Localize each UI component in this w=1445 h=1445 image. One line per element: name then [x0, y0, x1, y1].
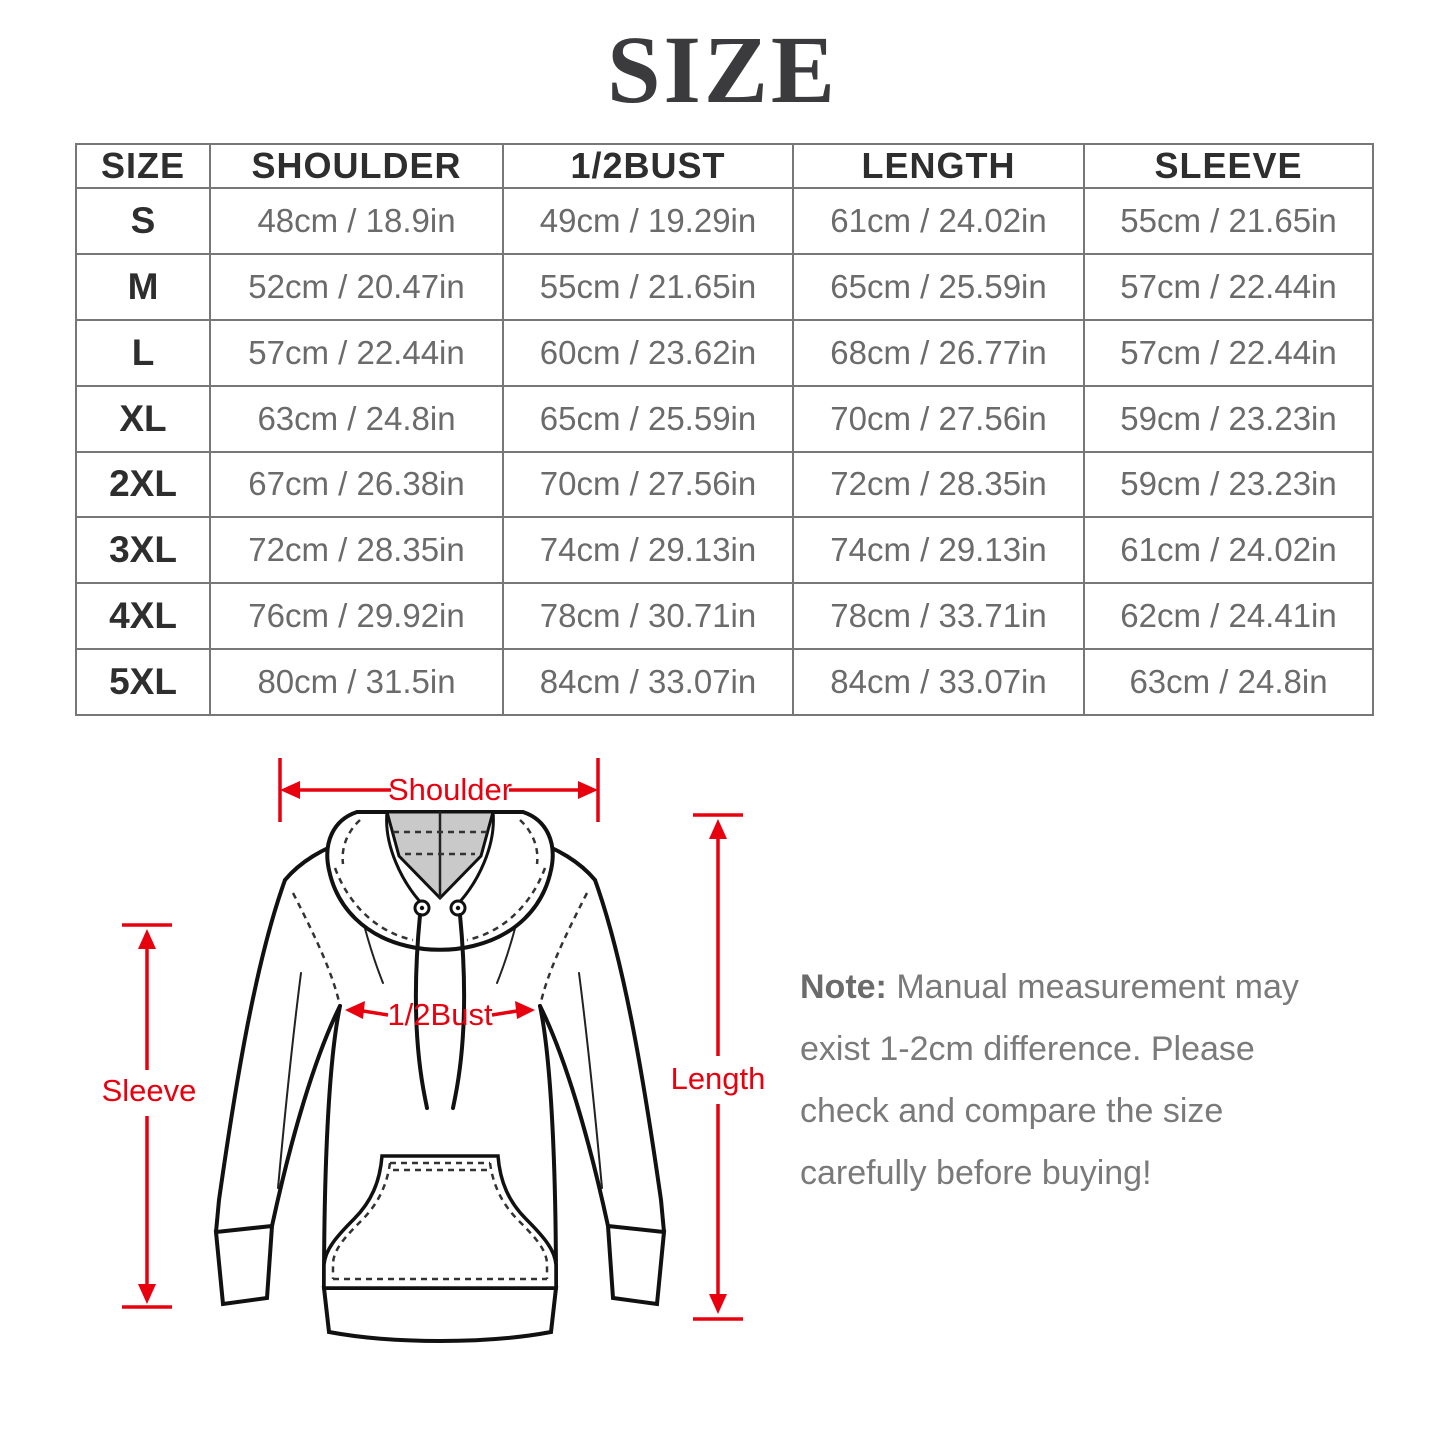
sleeve-label: Sleeve [102, 1073, 197, 1108]
col-header-shoulder: SHOULDER [209, 143, 504, 189]
shoulder-cell: 67cm / 26.38in [209, 450, 504, 519]
size-table-header-row: SIZE SHOULDER 1/2BUST LENGTH SLEEVE [75, 143, 1374, 189]
drawstring-left [413, 913, 429, 1110]
size-cell: 3XL [75, 516, 211, 585]
table-row: 4XL 76cm / 29.92in 78cm / 30.71in 78cm /… [75, 582, 1374, 651]
length-cell: 65cm / 25.59in [792, 252, 1085, 321]
dimension-annotations: Shoulder 1/2Bust Sleeve Length [102, 758, 766, 1321]
shoulder-dimension-arrow: Shoulder [278, 758, 600, 822]
sleeve-dimension-arrow: Sleeve [102, 923, 197, 1309]
halfbust-cell: 78cm / 30.71in [502, 582, 794, 651]
length-cell: 84cm / 33.07in [792, 648, 1085, 716]
note-line: carefully before buying! [800, 1154, 1152, 1192]
shoulder-cell: 48cm / 18.9in [209, 187, 504, 255]
length-cell: 61cm / 24.02in [792, 187, 1085, 255]
shoulder-cell: 63cm / 24.8in [209, 384, 504, 453]
halfbust-cell: 74cm / 29.13in [502, 516, 794, 585]
shoulder-cell: 76cm / 29.92in [209, 582, 504, 651]
sleeve-cell: 55cm / 21.65in [1083, 187, 1374, 255]
shoulder-cell: 52cm / 20.47in [209, 252, 504, 321]
table-row: 5XL 80cm / 31.5in 84cm / 33.07in 84cm / … [75, 648, 1374, 716]
hoodie-measurement-diagram: Shoulder 1/2Bust Sleeve Length [102, 758, 766, 1343]
sleeve-cell: 57cm / 22.44in [1083, 252, 1374, 321]
halfbust-cell: 60cm / 23.62in [502, 318, 794, 387]
halfbust-cell: 70cm / 27.56in [502, 450, 794, 519]
table-row: 2XL 67cm / 26.38in 70cm / 27.56in 72cm /… [75, 450, 1374, 519]
drawstring-right [451, 913, 467, 1110]
size-cell: XL [75, 384, 211, 453]
note-line: check and compare the size [800, 1092, 1224, 1130]
size-table: SIZE SHOULDER 1/2BUST LENGTH SLEEVE S 48… [75, 143, 1374, 716]
note-label: Note: [800, 968, 887, 1006]
sleeve-cell: 59cm / 23.23in [1083, 450, 1374, 519]
size-cell: L [75, 318, 211, 387]
sleeve-cell: 62cm / 24.41in [1083, 582, 1374, 651]
note-line: exist 1-2cm difference. Please [800, 1030, 1255, 1068]
shoulder-cell: 80cm / 31.5in [209, 648, 504, 716]
size-table-container: SIZE SHOULDER 1/2BUST LENGTH SLEEVE S 48… [75, 143, 1374, 716]
col-header-length: LENGTH [792, 143, 1085, 189]
sleeve-cell: 61cm / 24.02in [1083, 516, 1374, 585]
shoulder-cell: 72cm / 28.35in [209, 516, 504, 585]
sleeve-cell: 63cm / 24.8in [1083, 648, 1374, 716]
halfbust-label: 1/2Bust [387, 997, 493, 1032]
table-row: 3XL 72cm / 28.35in 74cm / 29.13in 74cm /… [75, 516, 1374, 585]
shoulder-cell: 57cm / 22.44in [209, 318, 504, 387]
length-label: Length [671, 1061, 766, 1096]
size-cell: S [75, 187, 211, 255]
hoodie-sketch [213, 810, 667, 1343]
halfbust-cell: 49cm / 19.29in [502, 187, 794, 255]
sleeve-cell: 57cm / 22.44in [1083, 318, 1374, 387]
size-cell: 4XL [75, 582, 211, 651]
page-title: SIZE [607, 16, 838, 123]
table-row: S 48cm / 18.9in 49cm / 19.29in 61cm / 24… [75, 187, 1374, 255]
shoulder-label: Shoulder [388, 772, 512, 807]
note-line: Manual measurement may [896, 968, 1299, 1006]
length-cell: 78cm / 33.71in [792, 582, 1085, 651]
sleeve-cell: 59cm / 23.23in [1083, 384, 1374, 453]
col-header-halfbust: 1/2BUST [502, 143, 794, 189]
size-cell: 5XL [75, 648, 211, 716]
measurement-note: Note: Manual measurement may exist 1-2cm… [800, 956, 1370, 1204]
halfbust-cell: 55cm / 21.65in [502, 252, 794, 321]
col-header-sleeve: SLEEVE [1083, 143, 1374, 189]
length-cell: 68cm / 26.77in [792, 318, 1085, 387]
length-cell: 70cm / 27.56in [792, 384, 1085, 453]
table-row: XL 63cm / 24.8in 65cm / 25.59in 70cm / 2… [75, 384, 1374, 453]
col-header-size: SIZE [75, 143, 211, 189]
length-dimension-arrow: Length [671, 813, 766, 1321]
length-cell: 74cm / 29.13in [792, 516, 1085, 585]
halfbust-cell: 65cm / 25.59in [502, 384, 794, 453]
halfbust-dimension-arrow: 1/2Bust [345, 997, 535, 1032]
length-cell: 72cm / 28.35in [792, 450, 1085, 519]
size-cell: M [75, 252, 211, 321]
table-row: L 57cm / 22.44in 60cm / 23.62in 68cm / 2… [75, 318, 1374, 387]
halfbust-cell: 84cm / 33.07in [502, 648, 794, 716]
table-row: M 52cm / 20.47in 55cm / 21.65in 65cm / 2… [75, 252, 1374, 321]
size-cell: 2XL [75, 450, 211, 519]
